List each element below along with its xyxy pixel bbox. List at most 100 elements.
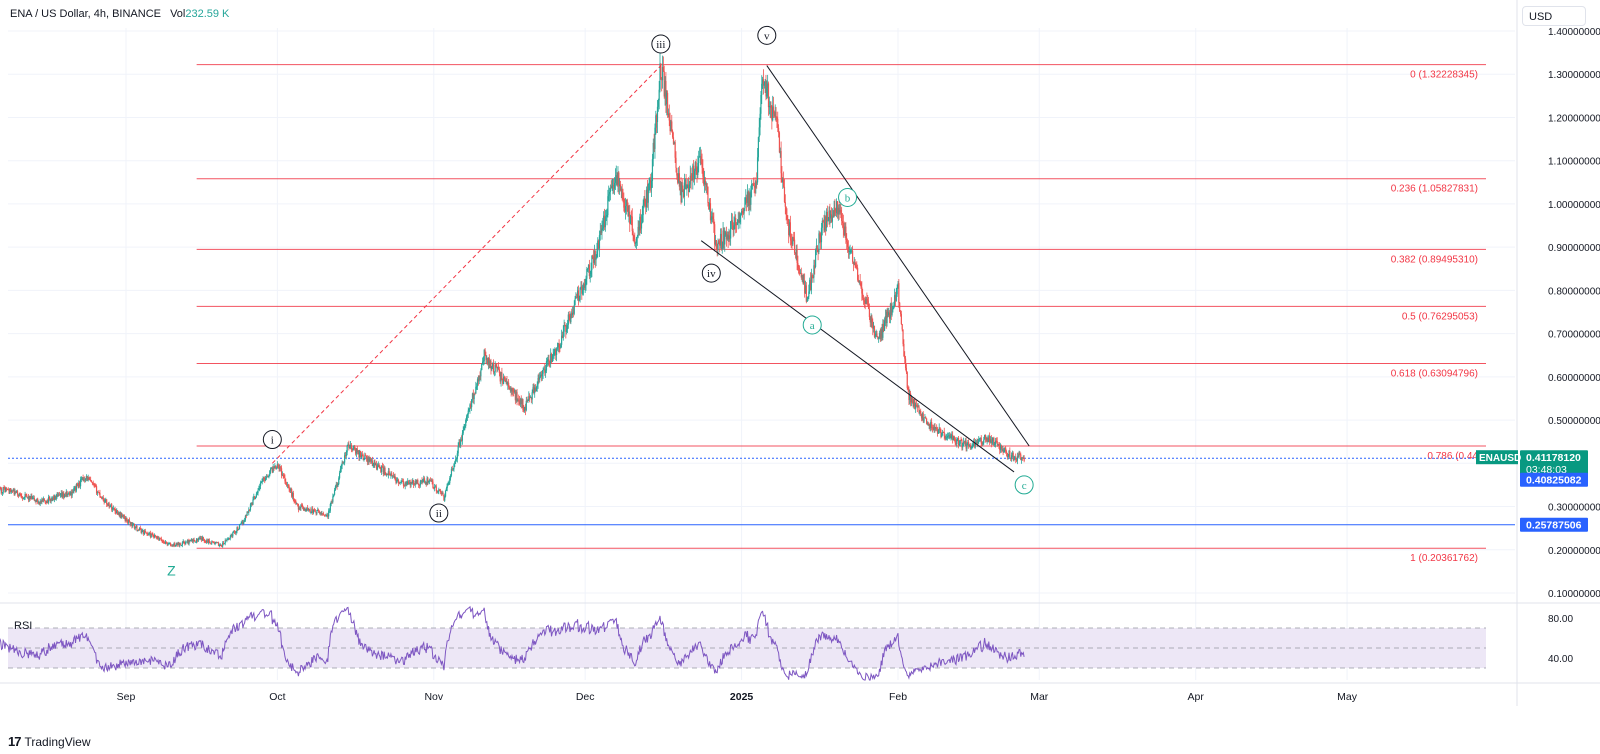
wave-label-iv[interactable]: iv: [701, 263, 721, 283]
fib-level-label: 0.786 (0.44: [1427, 451, 1478, 462]
candle-body: [191, 539, 194, 542]
candle-body: [190, 540, 192, 542]
wave-label-a[interactable]: a: [802, 315, 822, 335]
candle-body: [196, 538, 199, 541]
candle-body: [832, 215, 834, 218]
fib-retracement[interactable]: 0 (1.32228345) 0.236 (1.05827831) 0.382 (0…: [196, 64, 1486, 565]
candle-body: [129, 521, 131, 525]
time-axis[interactable]: Sep Oct Nov Dec 2025 Feb Mar Apr May: [117, 691, 1358, 703]
candle-body: [180, 544, 182, 546]
wave-label-b[interactable]: b: [838, 187, 858, 207]
candle-body: [386, 474, 389, 476]
candle-body: [650, 181, 653, 189]
candle-body: [545, 370, 547, 373]
candle-body: [644, 197, 646, 204]
candle-body: [243, 521, 245, 524]
candle-body: [485, 354, 487, 360]
candle-body: [711, 216, 713, 218]
candle-body: [719, 233, 722, 246]
candle-body: [812, 277, 814, 279]
candle-body: [985, 438, 987, 441]
candle-body: [79, 479, 82, 487]
candle-body: [119, 512, 121, 516]
candle-body: [777, 118, 779, 128]
trend-line[interactable]: [766, 65, 1030, 447]
candle-body: [139, 527, 141, 529]
candle-body: [657, 100, 659, 107]
candle-body: [801, 274, 803, 278]
candle-body: [1007, 455, 1009, 458]
wave-label-ii[interactable]: ii: [429, 503, 449, 523]
candle-body: [910, 397, 913, 403]
candle-body: [88, 477, 90, 480]
candle-body: [308, 508, 310, 510]
candle-body: [257, 490, 259, 494]
candle-body: [229, 536, 231, 539]
candle-body: [179, 544, 181, 546]
candle-body: [32, 497, 35, 499]
wave-label-iii[interactable]: iii: [651, 34, 671, 54]
currency-button[interactable]: USD: [1522, 6, 1586, 26]
candle-body: [510, 387, 512, 392]
candle-body: [117, 512, 120, 515]
candle-body: [178, 542, 180, 546]
price-axis[interactable]: 1.40000000 1.30000000 1.20000000 1.10000000…: [1548, 27, 1600, 600]
candle-body: [810, 275, 812, 291]
time-tick-label: Dec: [576, 691, 595, 703]
candle-body: [501, 372, 503, 380]
candle-body: [761, 83, 763, 96]
candle-body: [759, 113, 761, 128]
candle-body: [949, 435, 951, 439]
candle-body: [80, 478, 83, 480]
rsi-pane[interactable]: 80.00 40.00: [0, 605, 1573, 681]
trend-line[interactable]: [700, 240, 1015, 473]
candle-body: [170, 545, 173, 547]
candle-body: [1012, 453, 1014, 460]
candle-body: [465, 420, 467, 426]
candle-body: [59, 494, 62, 496]
candle-body: [354, 446, 356, 450]
candle-body: [970, 447, 972, 449]
candle-body: [797, 262, 799, 268]
wave-label-c[interactable]: c: [1014, 475, 1034, 495]
candle-body: [374, 461, 376, 465]
candle-body: [781, 173, 783, 183]
candle-body: [185, 541, 188, 543]
candle-body: [142, 530, 144, 531]
candle-body: [730, 221, 732, 239]
candle-body: [182, 541, 184, 543]
candle-body: [423, 478, 425, 480]
candle-body: [651, 159, 654, 182]
candle-body: [561, 335, 564, 338]
candle-body: [580, 286, 582, 288]
candle-body: [293, 498, 295, 502]
candle-body: [348, 444, 350, 448]
wave-label-i[interactable]: i: [262, 430, 282, 450]
candle-body: [159, 538, 161, 540]
candle-body: [445, 488, 448, 491]
wave-label-v[interactable]: v: [757, 25, 777, 45]
candle-body: [788, 220, 790, 236]
candle-body: [814, 265, 816, 267]
candle-body: [843, 229, 845, 235]
candle-body: [7, 489, 9, 491]
tradingview-logo[interactable]: 17 TradingView: [8, 734, 91, 749]
candle-body: [846, 242, 849, 247]
candle-body: [444, 490, 447, 497]
candlestick-series[interactable]: [0, 52, 1025, 548]
candle-body: [807, 296, 809, 299]
candle-body: [513, 390, 516, 393]
candle-body: [940, 429, 942, 437]
candle-body: [290, 489, 292, 491]
candle-body: [506, 381, 508, 385]
candle-body: [476, 386, 478, 388]
candle-body: [783, 186, 786, 203]
candle-body: [228, 538, 231, 539]
candle-body: [954, 437, 956, 443]
candle-body: [608, 194, 610, 197]
fib-trend-line[interactable]: [271, 65, 662, 464]
candle-body: [337, 483, 339, 487]
candle-body: [503, 376, 506, 380]
candle-body: [407, 481, 410, 485]
